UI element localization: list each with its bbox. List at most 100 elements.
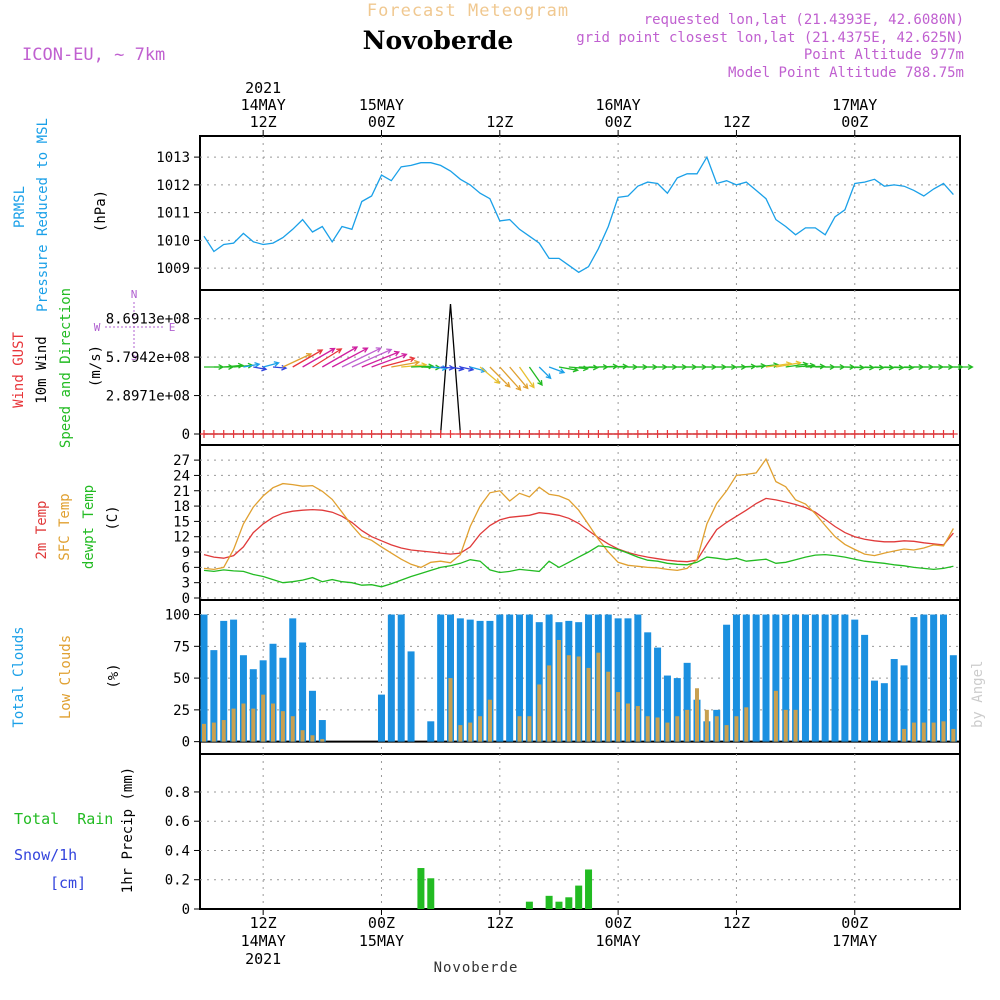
bar-total-clouds bbox=[210, 650, 218, 742]
wind-arrow bbox=[341, 347, 382, 368]
wind-arrow bbox=[371, 352, 408, 368]
bottom-time-label-5-0: 00Z bbox=[841, 914, 868, 932]
bar-total-clouds bbox=[841, 614, 849, 742]
bar-total-clouds bbox=[269, 643, 277, 742]
bar-low-clouds bbox=[320, 739, 325, 742]
ytick-label-wind-1: 2.8971e+08 bbox=[106, 389, 190, 405]
gust-marker bbox=[298, 430, 307, 438]
bar-total-clouds bbox=[821, 614, 829, 742]
wind-arrow bbox=[538, 366, 552, 380]
credit-watermark: by Angel bbox=[970, 661, 986, 728]
bar-total-clouds bbox=[456, 618, 464, 742]
ytick-label-temp-8: 24 bbox=[173, 468, 190, 484]
bar-total-clouds bbox=[279, 657, 287, 742]
gust-marker bbox=[604, 430, 613, 438]
bar-total-clouds bbox=[732, 614, 740, 742]
wind-arrow bbox=[953, 364, 974, 370]
gust-marker bbox=[673, 430, 682, 438]
bar-low-clouds bbox=[951, 728, 956, 742]
top-time-label-2-0: 12Z bbox=[486, 113, 513, 131]
ytick-label-clouds-0: 0 bbox=[182, 735, 190, 751]
bar-low-clouds bbox=[271, 703, 276, 742]
top-time-label-3-0: 16MAY bbox=[596, 96, 641, 114]
bar-low-clouds bbox=[793, 709, 798, 742]
gust-marker bbox=[269, 430, 278, 438]
gust-marker bbox=[633, 430, 642, 438]
ytick-label-pressure-3: 1012 bbox=[156, 178, 190, 194]
bar-total-clouds bbox=[782, 614, 790, 742]
bar-low-clouds bbox=[655, 717, 660, 742]
bar-total-clouds bbox=[377, 694, 385, 742]
gust-marker bbox=[347, 430, 356, 438]
bottom-time-label-3-0: 00Z bbox=[605, 914, 632, 932]
wind-arrow bbox=[391, 359, 421, 368]
bar-low-clouds bbox=[448, 678, 453, 742]
bar-low-clouds bbox=[911, 722, 916, 742]
gust-marker bbox=[535, 430, 544, 438]
bar-total-clouds bbox=[634, 614, 642, 742]
top-time-label-3-1: 00Z bbox=[605, 113, 632, 131]
gust-marker bbox=[239, 430, 248, 438]
gust-marker bbox=[554, 430, 563, 438]
bar-low-clouds bbox=[773, 690, 778, 742]
bar-total-clouds bbox=[831, 614, 839, 742]
snow-unit-label: [cm] bbox=[50, 874, 86, 892]
ytick-label-precip-4: 0.8 bbox=[165, 785, 190, 801]
ytick-label-clouds-1: 25 bbox=[173, 703, 190, 719]
gust-marker bbox=[614, 430, 623, 438]
gust-marker bbox=[219, 430, 228, 438]
gust-marker bbox=[594, 430, 603, 438]
gust-marker bbox=[357, 430, 366, 438]
wind-unit: (m/s) bbox=[88, 345, 104, 387]
pressure-label-2: Pressure Reduced to MSL bbox=[35, 118, 51, 312]
gust-marker bbox=[574, 430, 583, 438]
bar-total-clouds bbox=[427, 721, 435, 742]
bar-total-clouds bbox=[940, 614, 947, 742]
gust-marker bbox=[249, 430, 258, 438]
compass-s: S bbox=[131, 350, 138, 363]
bar-total-clouds bbox=[654, 647, 662, 742]
ytick-label-temp-7: 21 bbox=[173, 484, 190, 500]
gust-marker bbox=[771, 430, 780, 438]
footer-location: Novoberde bbox=[434, 960, 519, 976]
gust-marker bbox=[209, 430, 218, 438]
bar-low-clouds bbox=[645, 716, 650, 742]
bar-total-clouds bbox=[910, 617, 918, 742]
ytick-label-temp-0: 0 bbox=[182, 591, 190, 607]
subtitle: Forecast Meteogram bbox=[367, 1, 569, 21]
gust-marker bbox=[387, 430, 396, 438]
bar-total-clouds bbox=[861, 634, 869, 742]
gust-marker bbox=[791, 430, 800, 438]
wind-arrow bbox=[351, 348, 393, 368]
gust-marker bbox=[407, 430, 416, 438]
ytick-label-wind-0: 0 bbox=[182, 427, 190, 443]
gust-marker bbox=[505, 430, 514, 438]
bar-low-clouds bbox=[625, 703, 630, 742]
top-time-label-4-0: 12Z bbox=[723, 113, 750, 131]
bar-total-clouds bbox=[644, 632, 652, 742]
gust-marker bbox=[860, 430, 869, 438]
bottom-time-label-4-0: 12Z bbox=[723, 914, 750, 932]
gust-marker bbox=[643, 430, 652, 438]
gust-marker bbox=[831, 430, 840, 438]
gust-marker bbox=[584, 430, 593, 438]
top-time-label-0-2: 12Z bbox=[250, 113, 277, 131]
gust-marker bbox=[801, 430, 810, 438]
series-line-2m-temp bbox=[203, 497, 954, 563]
bar-total-clouds bbox=[387, 614, 395, 742]
wind-arrow bbox=[509, 366, 529, 390]
bar-total-clouds bbox=[516, 614, 524, 742]
gust-marker bbox=[318, 430, 327, 438]
bar-rain bbox=[565, 897, 573, 909]
wind-arrow bbox=[381, 356, 416, 368]
gust-marker bbox=[416, 430, 425, 438]
top-time-label-0-0: 2021 bbox=[245, 79, 281, 97]
gust-marker bbox=[890, 430, 899, 438]
gust-marker bbox=[623, 430, 632, 438]
wind-arrow bbox=[361, 350, 401, 368]
bar-total-clouds bbox=[811, 614, 819, 742]
bar-low-clouds bbox=[202, 723, 206, 742]
temp-label: 2m Temp bbox=[34, 500, 50, 559]
gust-marker bbox=[466, 430, 475, 438]
bar-low-clouds bbox=[576, 656, 581, 742]
